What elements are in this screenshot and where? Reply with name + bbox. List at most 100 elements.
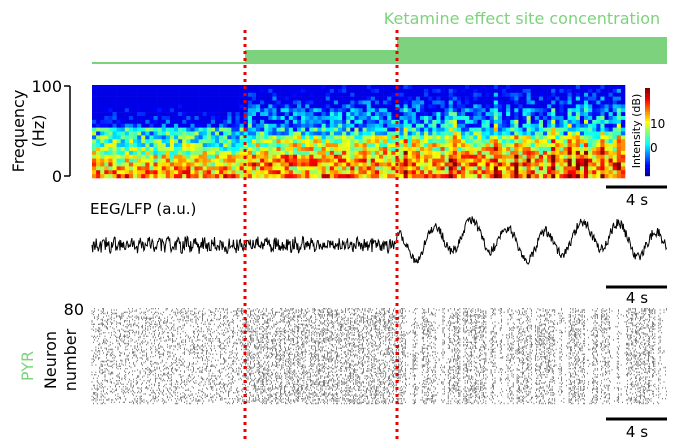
spectrogram-cell bbox=[162, 116, 166, 120]
spectrogram-cell bbox=[190, 139, 194, 143]
spectrogram-cell bbox=[518, 147, 522, 151]
spectrogram-cell bbox=[248, 143, 252, 147]
spectrogram-cell bbox=[121, 120, 125, 124]
spike-row bbox=[99, 348, 661, 349]
spectrogram-cell bbox=[551, 128, 555, 132]
spectrogram-cell bbox=[145, 108, 149, 112]
spectrogram-cell bbox=[441, 135, 445, 139]
spectrogram-cell bbox=[400, 101, 404, 105]
spectrogram-cell bbox=[178, 147, 182, 151]
spectrogram-cell bbox=[465, 159, 469, 163]
eeg-label: EEG/LFP (a.u.) bbox=[90, 200, 196, 218]
spectrogram-cell bbox=[342, 143, 346, 147]
spectrogram-cell bbox=[272, 104, 276, 108]
spectrogram-cell bbox=[621, 89, 625, 93]
spectrogram-cell bbox=[605, 147, 609, 151]
spectrogram-cell bbox=[162, 143, 166, 147]
spectrogram-cell bbox=[596, 163, 600, 167]
spectrogram-cell bbox=[334, 89, 338, 93]
spectrogram-cell bbox=[391, 93, 395, 97]
spectrogram-cell bbox=[609, 147, 613, 151]
spectrogram-cell bbox=[322, 151, 326, 155]
spectrogram-cell bbox=[125, 108, 129, 112]
spectrogram-cell bbox=[158, 132, 162, 136]
spectrogram-cell bbox=[326, 155, 330, 159]
spectrogram-cell bbox=[584, 135, 588, 139]
spectrogram-cell bbox=[330, 132, 334, 136]
spectrogram-cell bbox=[432, 132, 436, 136]
spectrogram-cell bbox=[457, 132, 461, 136]
spectrogram-cell bbox=[383, 108, 387, 112]
spectrogram-cell bbox=[211, 174, 215, 178]
spectrogram-cell bbox=[104, 112, 108, 116]
spectrogram-cell bbox=[523, 101, 527, 105]
spectrogram-cell bbox=[252, 151, 256, 155]
spectrogram-cell bbox=[178, 159, 182, 163]
spectrogram-cell bbox=[186, 112, 190, 116]
spectrogram-cell bbox=[203, 93, 207, 97]
spectrogram-cell bbox=[203, 135, 207, 139]
spectrogram-cell bbox=[424, 166, 428, 170]
spectrogram-cell bbox=[133, 124, 137, 128]
spectrogram-cell bbox=[186, 143, 190, 147]
spike-row bbox=[100, 343, 659, 344]
spectrogram-cell bbox=[551, 120, 555, 124]
spectrogram-cell bbox=[420, 132, 424, 136]
spectrogram-cell bbox=[613, 174, 617, 178]
spectrogram-cell bbox=[96, 159, 100, 163]
spectrogram-cell bbox=[285, 135, 289, 139]
spectrogram-cell bbox=[572, 166, 576, 170]
spectrogram-cell bbox=[322, 85, 326, 89]
spectrogram-cell bbox=[465, 132, 469, 136]
spectrogram-cell bbox=[318, 89, 322, 93]
spectrogram-cell bbox=[199, 139, 203, 143]
spectrogram-cell bbox=[408, 139, 412, 143]
spike-row bbox=[96, 349, 659, 350]
spectrogram-cell bbox=[367, 128, 371, 132]
spectrogram-cell bbox=[395, 166, 399, 170]
spectrogram-cell bbox=[576, 135, 580, 139]
spectrogram-cell bbox=[182, 101, 186, 105]
spectrogram-cell bbox=[363, 104, 367, 108]
spectrogram-cell bbox=[203, 128, 207, 132]
spectrogram-cell bbox=[260, 85, 264, 89]
spectrogram-cell bbox=[231, 147, 235, 151]
spectrogram-cell bbox=[223, 147, 227, 151]
spectrogram-cell bbox=[354, 128, 358, 132]
spectrogram-cell bbox=[215, 166, 219, 170]
spectrogram-cell bbox=[518, 170, 522, 174]
spectrogram-cell bbox=[588, 151, 592, 155]
spectrogram-cell bbox=[195, 166, 199, 170]
spectrogram-cell bbox=[486, 132, 490, 136]
spectrogram-cell bbox=[391, 174, 395, 178]
spectrogram-cell bbox=[129, 116, 133, 120]
spectrogram-cell bbox=[322, 174, 326, 178]
colorbar bbox=[645, 88, 650, 176]
spectrogram-cell bbox=[211, 97, 215, 101]
spectrogram-cell bbox=[186, 128, 190, 132]
spectrogram-cell bbox=[588, 143, 592, 147]
spectrogram-cell bbox=[170, 170, 174, 174]
spectrogram-cell bbox=[219, 170, 223, 174]
spectrogram-cell bbox=[264, 139, 268, 143]
spectrogram-cell bbox=[391, 159, 395, 163]
spike-row bbox=[100, 367, 666, 368]
spectrogram-cell bbox=[195, 124, 199, 128]
spectrogram-cell bbox=[482, 135, 486, 139]
spectrogram-cell bbox=[555, 174, 559, 178]
spectrogram-cell bbox=[600, 147, 604, 151]
spectrogram-cell bbox=[264, 166, 268, 170]
spectrogram-cell bbox=[551, 97, 555, 101]
spectrogram-cell bbox=[564, 120, 568, 124]
spectrogram-cell bbox=[404, 120, 408, 124]
spectrogram-cell bbox=[100, 166, 104, 170]
spectrogram-cell bbox=[170, 112, 174, 116]
spike-row bbox=[97, 351, 664, 352]
spectrogram-cell bbox=[408, 155, 412, 159]
spectrogram-cell bbox=[383, 93, 387, 97]
spectrogram-cell bbox=[424, 139, 428, 143]
spectrogram-cell bbox=[568, 89, 572, 93]
spectrogram-cell bbox=[174, 108, 178, 112]
spectrogram-cell bbox=[313, 101, 317, 105]
spectrogram-cell bbox=[236, 166, 240, 170]
